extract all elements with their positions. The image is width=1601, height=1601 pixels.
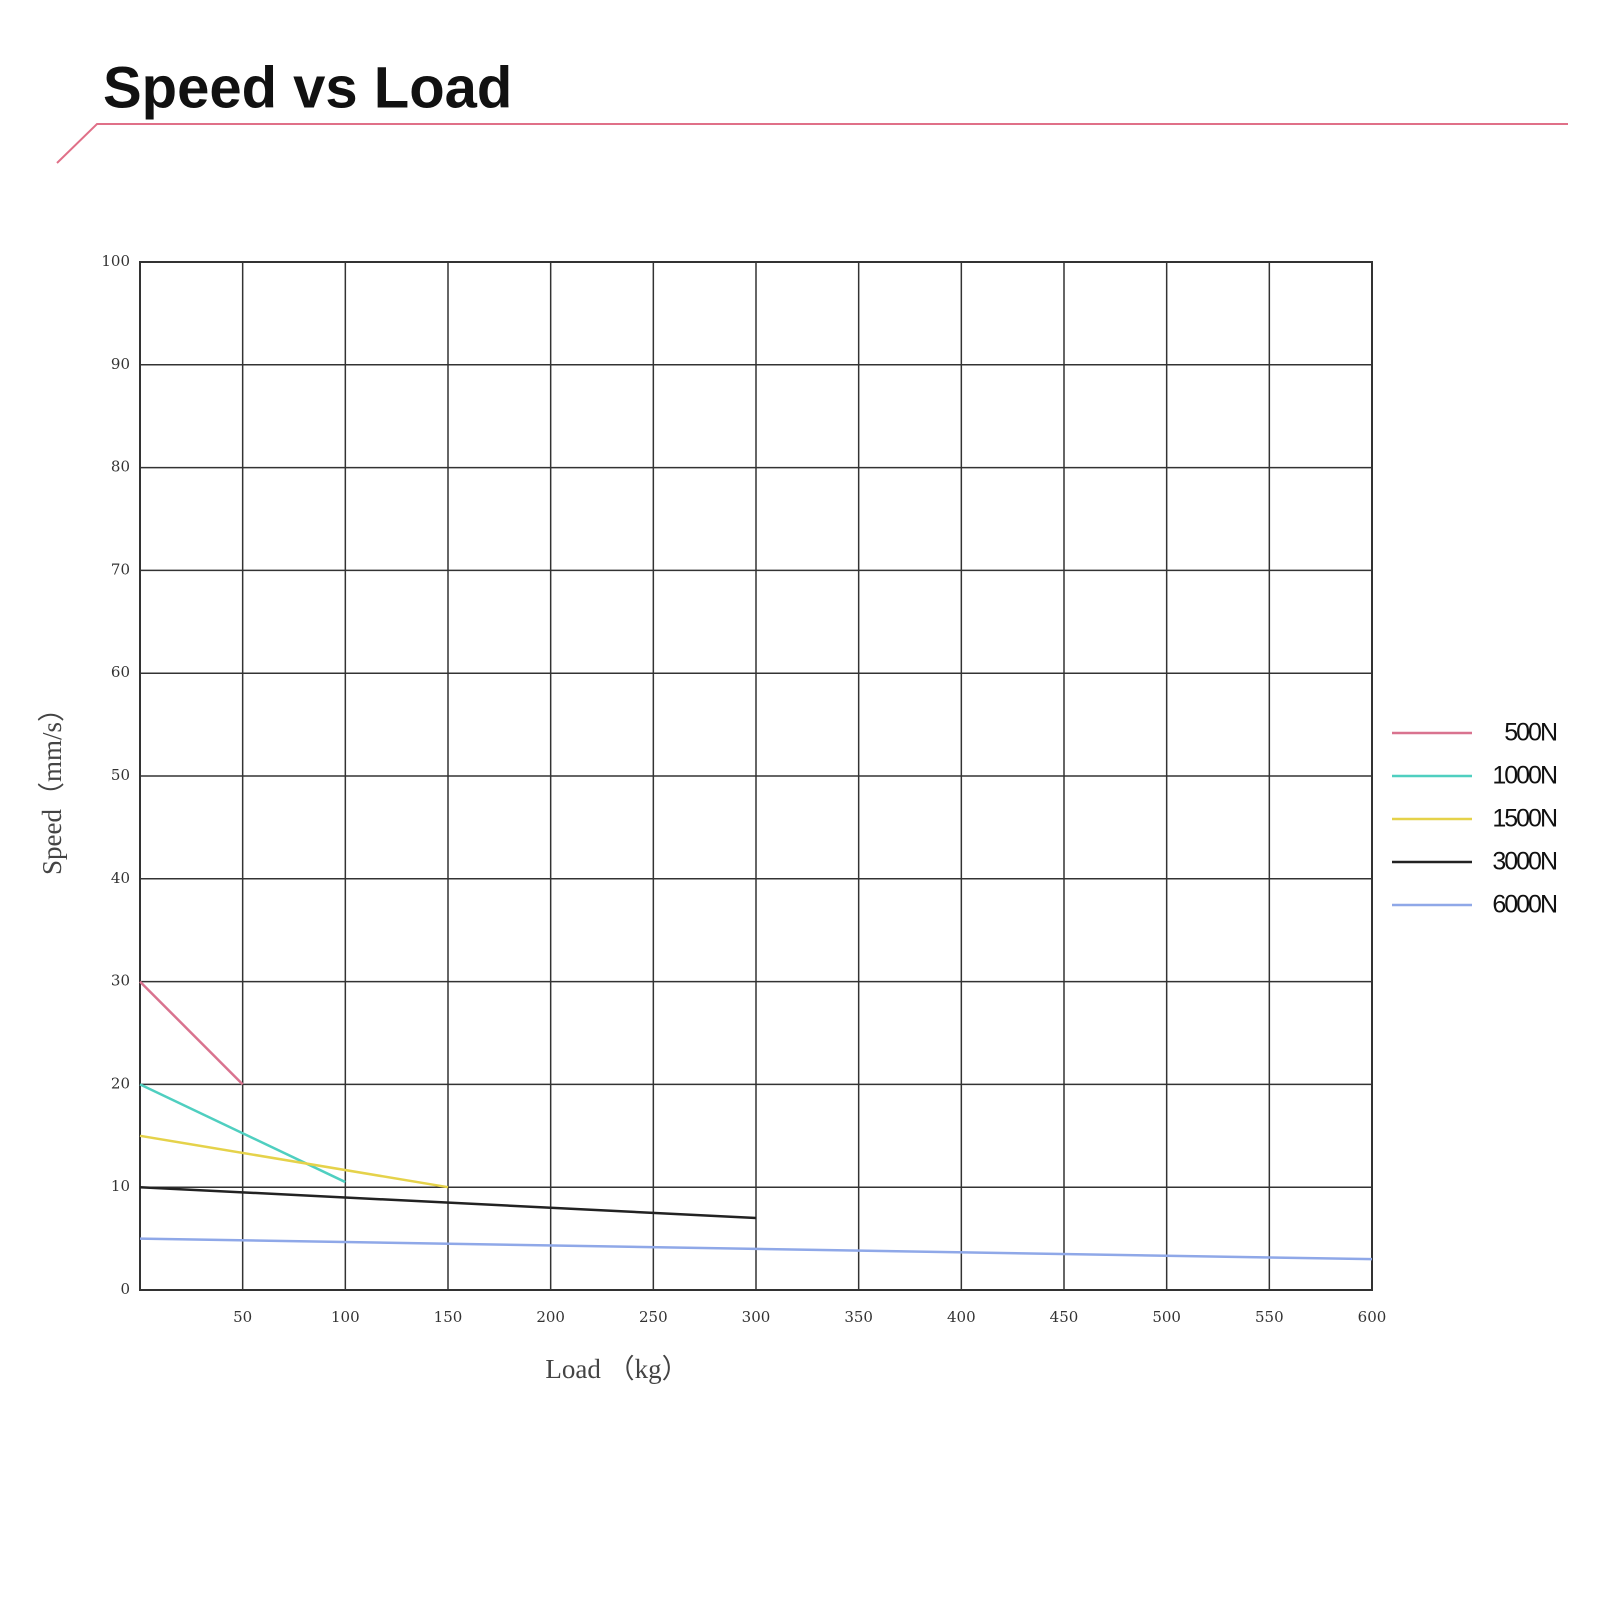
y-tick-label: 60 [111,663,130,681]
chart-title: Speed vs Load [103,55,512,120]
y-tick-label: 0 [120,1280,130,1298]
x-axis-label: Load （kg） [545,1354,688,1384]
y-axis-label: Speed（mm/s） [37,695,67,875]
legend-label: 6000N [1492,891,1557,919]
x-tick-label: 600 [1358,1308,1387,1326]
legend-label: 500N [1504,719,1557,747]
x-tick-label: 350 [844,1308,873,1326]
x-tick-label: 50 [233,1308,252,1326]
series-line [139,1083,346,1184]
x-tick-label: 550 [1255,1308,1284,1326]
series-line [139,980,244,1086]
x-tick-label: 400 [947,1308,976,1326]
y-tick-label: 30 [111,972,130,990]
y-tick-label: 100 [101,252,130,270]
series-line [139,1237,1373,1261]
x-tick-label: 250 [639,1308,668,1326]
series-line [139,1134,449,1189]
y-tick-label: 10 [111,1177,130,1195]
x-tick-label: 200 [536,1308,565,1326]
y-tick-label: 70 [111,560,130,578]
y-tick-label: 80 [111,458,130,476]
series-line [139,1185,757,1220]
x-tick-label: 450 [1050,1308,1079,1326]
legend-label: 3000N [1492,848,1557,876]
y-tick-label: 50 [111,766,130,784]
y-tick-label: 90 [111,355,130,373]
legend-label: 1500N [1492,805,1557,833]
legend-label: 1000N [1492,762,1557,790]
x-tick-label: 500 [1152,1308,1181,1326]
y-tick-label: 40 [111,869,130,887]
x-tick-label: 300 [742,1308,771,1326]
x-tick-label: 100 [331,1308,360,1326]
title-rule [56,123,1568,164]
y-tick-label: 20 [111,1074,130,1092]
x-tick-label: 150 [434,1308,463,1326]
